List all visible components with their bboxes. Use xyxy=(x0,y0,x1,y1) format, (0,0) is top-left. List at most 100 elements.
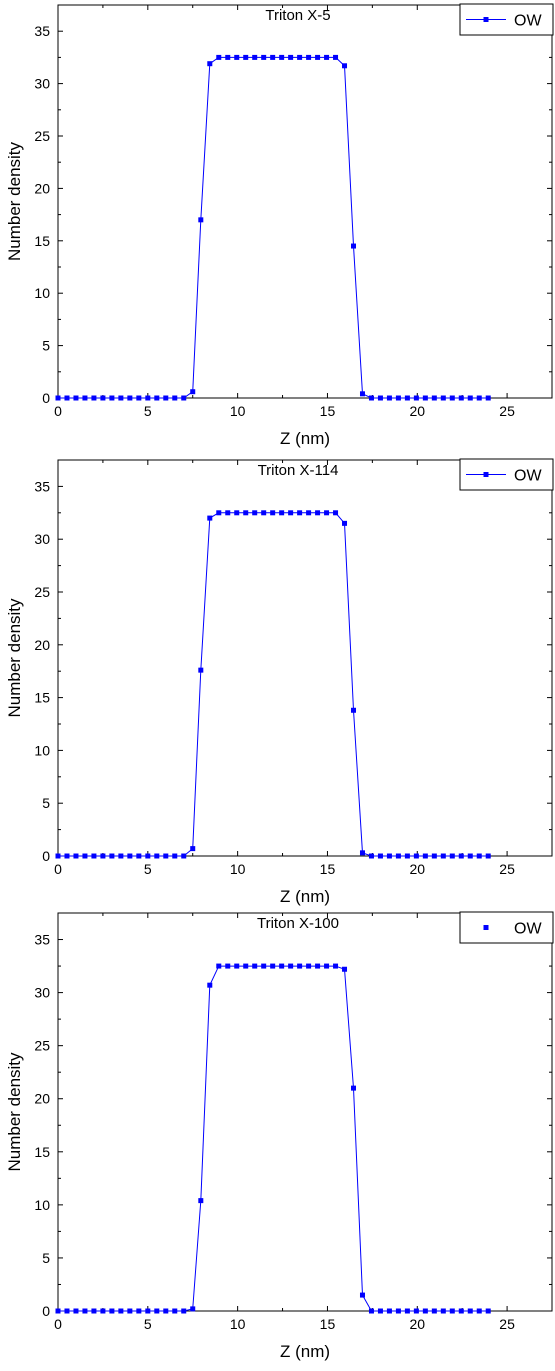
legend-box xyxy=(459,911,554,944)
data-point xyxy=(243,963,249,969)
data-point xyxy=(431,1308,437,1314)
data-point xyxy=(297,963,303,969)
legend-label: OW xyxy=(514,13,542,30)
data-point xyxy=(198,1198,204,1204)
data-point xyxy=(422,395,428,401)
data-point xyxy=(127,1308,133,1314)
data-point xyxy=(207,982,213,988)
y-tick-label: 20 xyxy=(34,1091,50,1107)
x-tick-label: 5 xyxy=(144,1316,152,1332)
x-axis-title: Z (nm) xyxy=(280,1342,330,1361)
data-point xyxy=(368,853,374,859)
y-tick-label: 5 xyxy=(42,338,50,354)
x-tick-label: 10 xyxy=(230,403,246,419)
data-point xyxy=(163,853,169,859)
legend-label: OW xyxy=(514,921,542,938)
data-point xyxy=(485,395,491,401)
data-point xyxy=(395,1308,401,1314)
data-point xyxy=(440,1308,446,1314)
data-point xyxy=(190,1306,196,1312)
data-point xyxy=(467,395,473,401)
y-tick-label: 25 xyxy=(34,584,50,600)
data-point xyxy=(270,963,276,969)
data-point xyxy=(207,61,213,67)
series-line-ow xyxy=(58,56,489,399)
data-point xyxy=(145,853,151,859)
chart-panel-1: 0 5 10 15 20 25 0 5 10 15 20 25 30 35 Z (nm) Number den… xyxy=(5,3,554,448)
data-point xyxy=(216,510,222,516)
data-point xyxy=(368,395,374,401)
y-tick-label: 35 xyxy=(34,932,50,948)
data-point xyxy=(386,395,392,401)
data-point xyxy=(368,1308,374,1314)
data-point xyxy=(342,966,348,972)
data-point xyxy=(127,395,133,401)
data-point xyxy=(100,395,106,401)
x-tick-label: 10 xyxy=(230,861,246,877)
data-point xyxy=(297,510,303,516)
data-point xyxy=(485,853,491,859)
data-point xyxy=(422,1308,428,1314)
x-tick-label: 20 xyxy=(409,403,425,419)
data-point xyxy=(324,963,330,969)
data-point xyxy=(82,1308,88,1314)
data-point xyxy=(154,853,160,859)
y-tick-label: 15 xyxy=(34,233,50,249)
data-point xyxy=(127,853,133,859)
y-tick-label: 35 xyxy=(34,23,50,39)
y-tick-label: 5 xyxy=(42,795,50,811)
data-point xyxy=(449,395,455,401)
x-tick-label: 0 xyxy=(54,1316,62,1332)
data-point xyxy=(288,963,294,969)
data-point xyxy=(91,1308,97,1314)
data-point xyxy=(404,395,410,401)
chart-panel-2: 0 5 10 15 20 25 0 5 10 15 20 25 30 35 Z (nm) Number den… xyxy=(5,458,554,906)
data-point xyxy=(55,1308,61,1314)
x-axis-title: Z (nm) xyxy=(280,887,330,906)
x-tick-label: 25 xyxy=(499,1316,515,1332)
legend-marker xyxy=(483,925,489,930)
data-point xyxy=(118,395,124,401)
data-point xyxy=(315,963,321,969)
series-line-ow xyxy=(58,512,489,857)
x-tick-label: 25 xyxy=(499,861,515,877)
data-point xyxy=(190,389,196,395)
data-point xyxy=(476,1308,482,1314)
y-tick-label: 25 xyxy=(34,128,50,144)
data-point xyxy=(154,395,160,401)
data-point xyxy=(91,395,97,401)
data-point xyxy=(225,54,231,60)
data-point xyxy=(333,510,339,516)
data-point xyxy=(324,54,330,60)
data-point xyxy=(377,395,383,401)
y-tick-label: 20 xyxy=(34,637,50,653)
data-point xyxy=(252,54,258,60)
x-tick-label: 5 xyxy=(144,403,152,419)
y-axis-title: Number density xyxy=(5,141,24,261)
data-point xyxy=(234,963,240,969)
x-tick-label: 15 xyxy=(320,1316,336,1332)
chart-title: Triton X-5 xyxy=(265,7,330,24)
data-point xyxy=(216,54,222,60)
data-point xyxy=(163,1308,169,1314)
data-point xyxy=(64,1308,70,1314)
legend-marker xyxy=(483,17,489,22)
x-tick-label: 0 xyxy=(54,861,62,877)
data-point xyxy=(261,54,267,60)
data-point xyxy=(395,853,401,859)
data-point xyxy=(449,1308,455,1314)
data-point xyxy=(288,54,294,60)
data-point xyxy=(73,853,79,859)
data-point xyxy=(351,243,357,249)
y-tick-label: 15 xyxy=(34,1144,50,1160)
data-point xyxy=(145,395,151,401)
data-point xyxy=(109,853,115,859)
legend-marker xyxy=(483,472,489,477)
chart-title: Triton X-114 xyxy=(258,462,339,479)
y-tick-label: 25 xyxy=(34,1038,50,1054)
data-point xyxy=(172,1308,178,1314)
data-point xyxy=(91,853,97,859)
data-point xyxy=(234,510,240,516)
data-point xyxy=(181,395,187,401)
